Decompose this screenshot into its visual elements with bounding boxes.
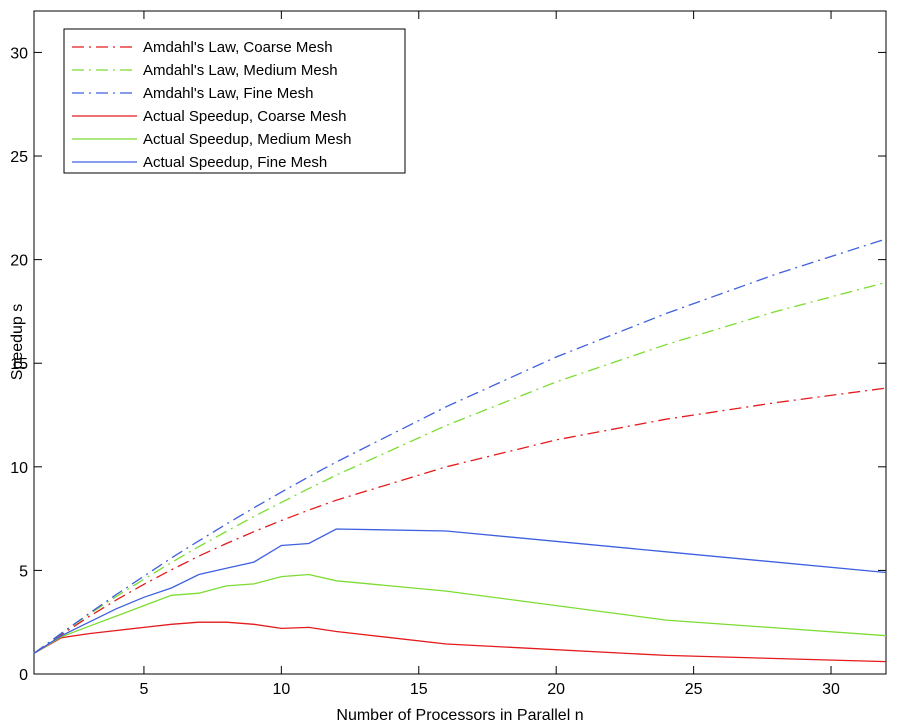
x-tick-label: 25 [685, 681, 703, 698]
series-line-6 [33, 528, 887, 654]
y-tick-label: 25 [10, 149, 28, 166]
y-tick-label: 20 [10, 253, 28, 270]
axis-ticks: 5 10 15 20 25 30 0 5 10 15 20 25 30 [10, 11, 886, 698]
legend: Amdahl's Law, Coarse Mesh Amdahl's Law, M… [63, 28, 406, 174]
y-tick-label: 10 [10, 460, 28, 477]
y-axis-label: Speedup s [9, 304, 26, 381]
legend-entry-5: Actual Speedup, Medium Mesh [143, 131, 351, 148]
legend-entry-1: Amdahl's Law, Coarse Mesh [143, 39, 333, 56]
x-axis-label: Number of Processors in Parallel n [336, 707, 583, 724]
y-tick-label: 30 [10, 45, 28, 62]
legend-entry-6: Actual Speedup, Fine Mesh [143, 154, 327, 171]
series-line-2 [33, 281, 887, 654]
y-tick-label: 0 [19, 667, 28, 684]
series-line-1 [33, 387, 887, 654]
series-line-3 [33, 238, 887, 654]
x-tick-label: 20 [547, 681, 565, 698]
y-tick-label: 5 [19, 563, 28, 580]
legend-box [63, 28, 406, 174]
x-tick-label: 5 [139, 681, 148, 698]
y-tick-label: 15 [10, 356, 28, 373]
x-tick-label: 15 [410, 681, 428, 698]
legend-entry-3: Amdahl's Law, Fine Mesh [143, 85, 313, 102]
legend-entry-4: Actual Speedup, Coarse Mesh [143, 108, 346, 125]
x-tick-label: 10 [272, 681, 290, 698]
legend-entry-2: Amdahl's Law, Medium Mesh [143, 62, 338, 79]
series-line-5 [33, 573, 887, 654]
x-tick-label: 30 [822, 681, 840, 698]
series-line-4 [33, 621, 887, 663]
series-layer [33, 238, 887, 663]
